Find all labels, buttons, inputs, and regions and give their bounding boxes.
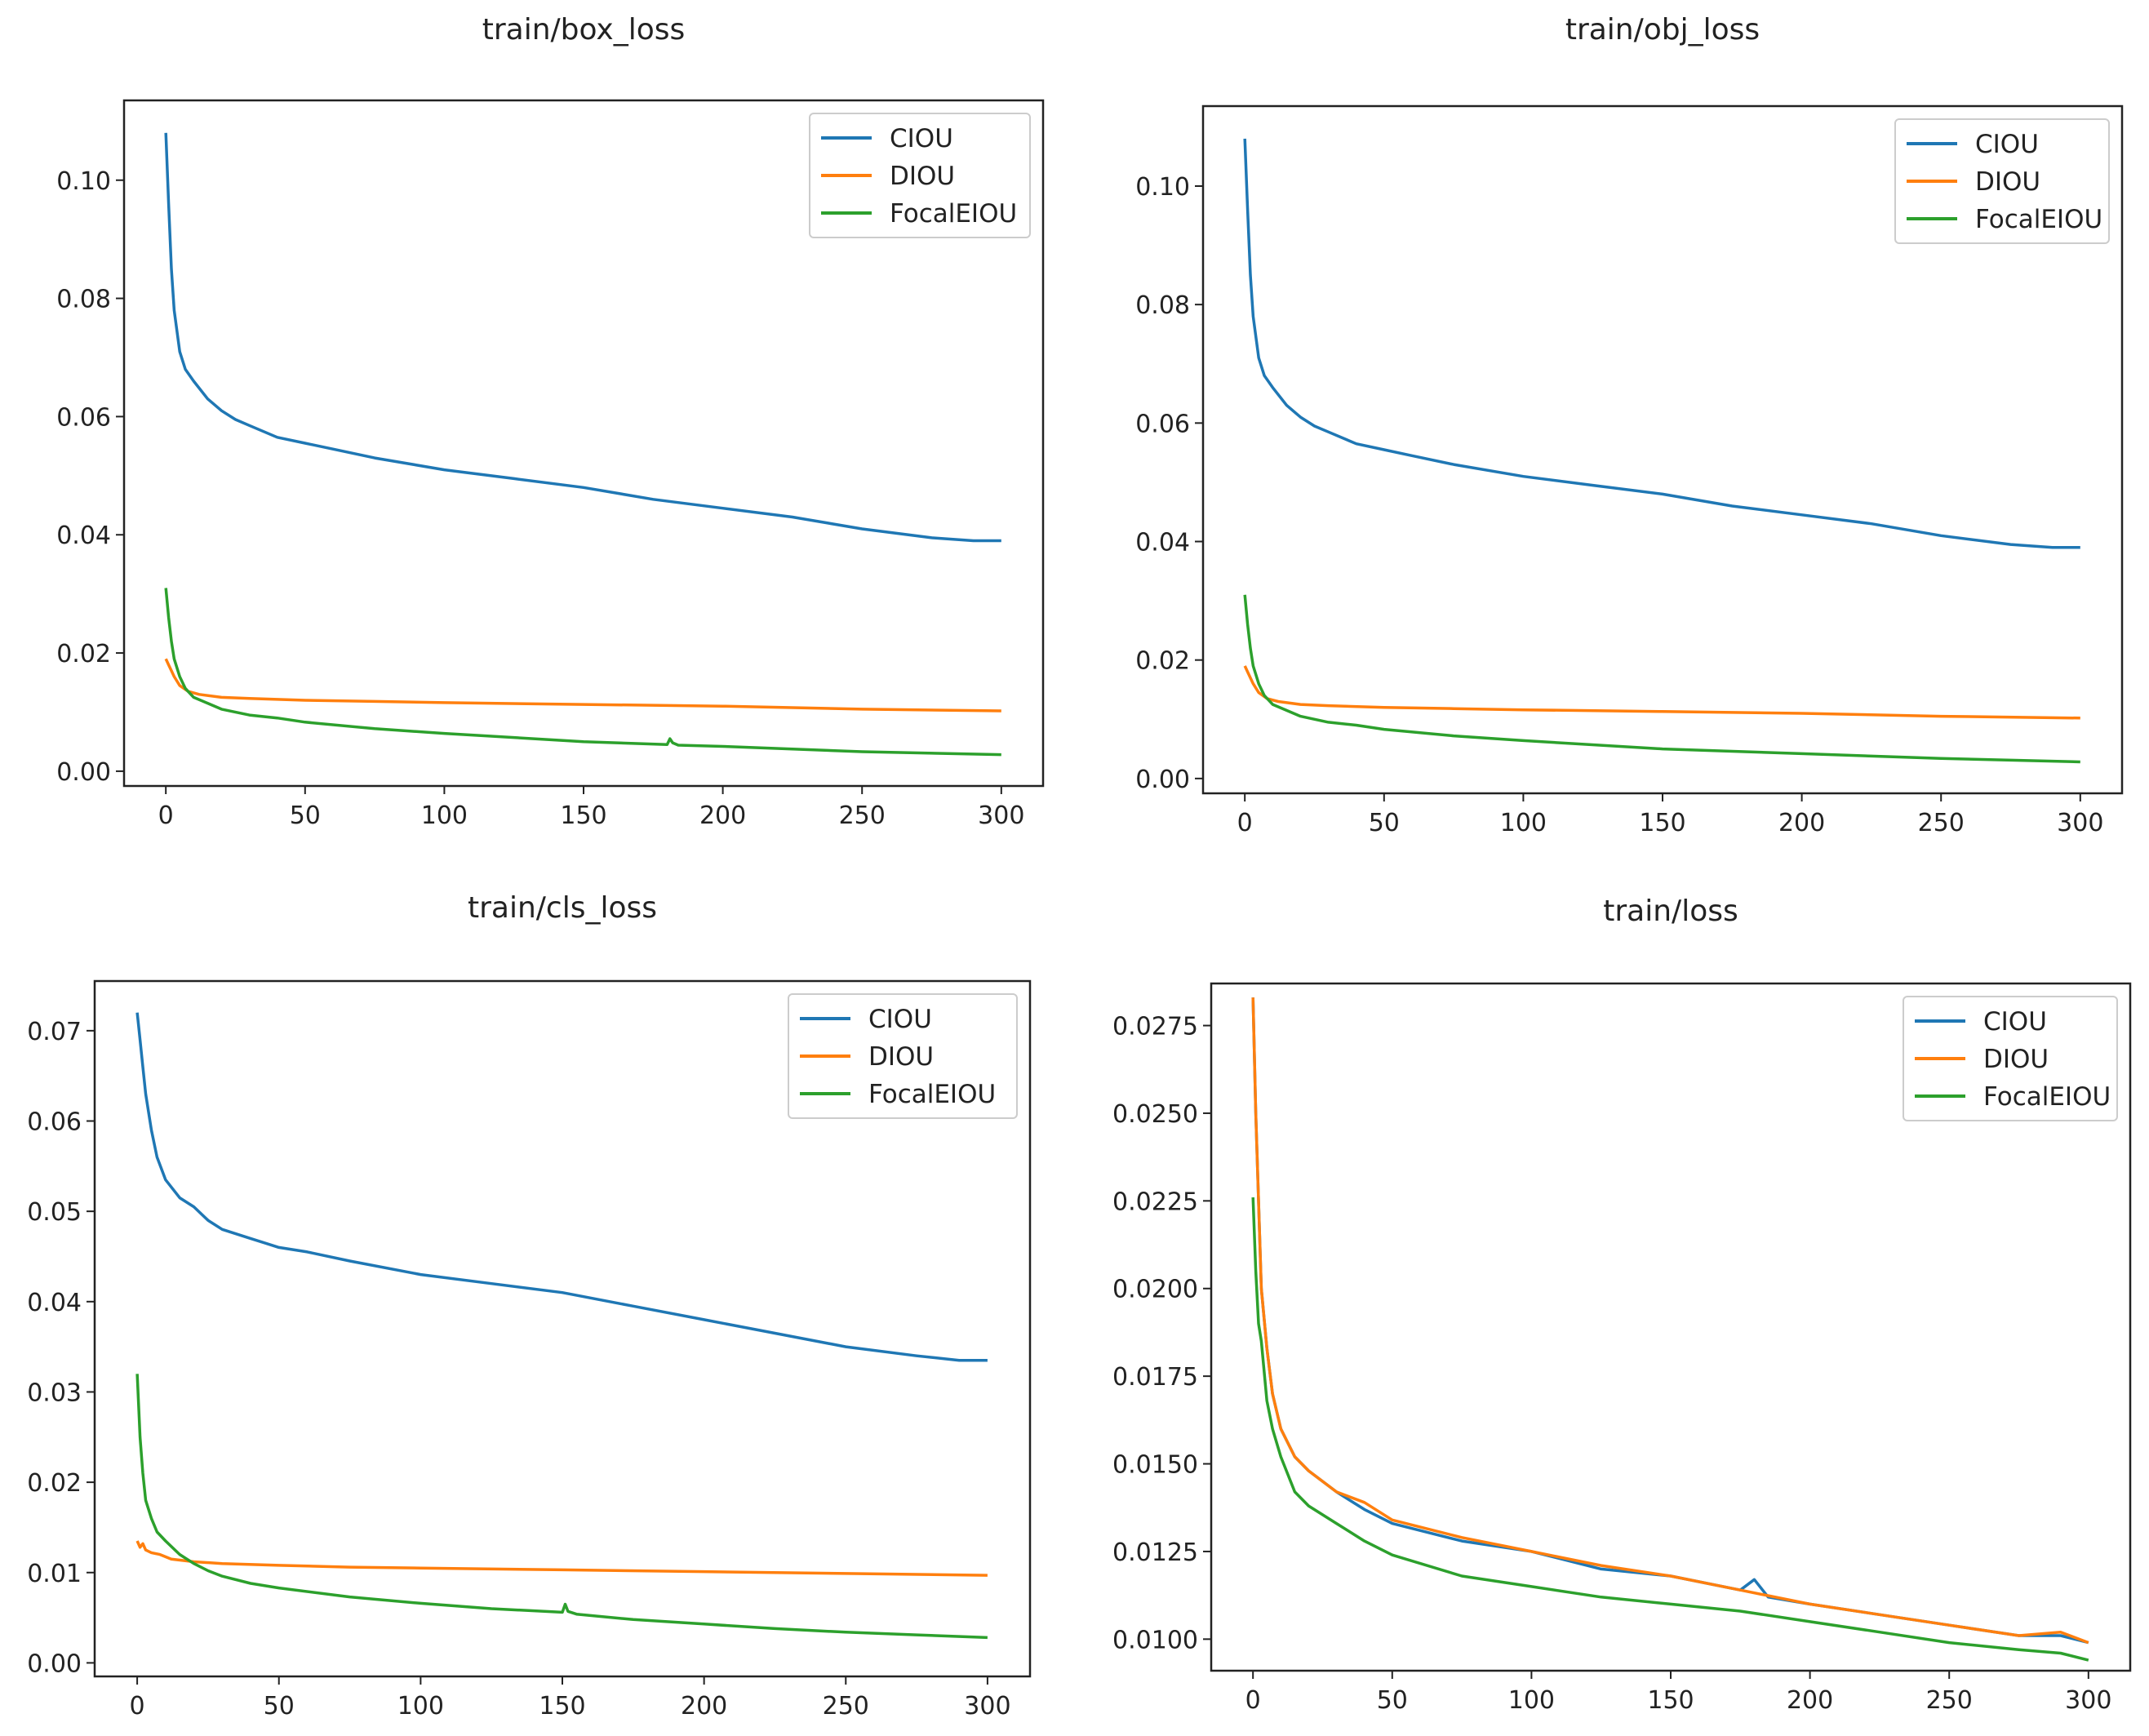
x-tick-label: 200 [681,1692,727,1720]
y-tick-label: 0.01 [27,1560,82,1588]
legend-label: FocalEIOU [868,1080,996,1109]
y-tick-label: 0.0100 [1112,1626,1198,1654]
series-line-focaleiou [1243,594,2080,764]
y-tick-label: 0.0250 [1112,1100,1198,1129]
x-tick-label: 300 [978,801,1024,830]
series-line-ciou [1243,138,2080,549]
y-tick-label: 0.08 [56,286,111,314]
legend-box [809,113,1031,238]
y-tick-label: 0.02 [1135,647,1190,676]
y-tick-label: 0.02 [27,1469,82,1498]
legend-label: DIOU [890,162,955,191]
chart-title: train/cls_loss [468,891,657,925]
y-tick-label: 0.0125 [1112,1538,1198,1567]
chart-panel: train/cls_loss 0 50 100 150 200 250 300 0.00 0.01… [27,891,1032,1720]
chart-title: train/loss [1603,895,1738,928]
y-tick-label: 0.06 [56,403,111,432]
legend: CIOU DIOU FocalEIOU [1903,996,2118,1121]
x-tick-label: 150 [1647,1686,1694,1715]
x-tick-label: 100 [397,1692,444,1720]
chart-title: train/box_loss [482,13,686,47]
legend: CIOU DIOU FocalEIOU [788,993,1018,1119]
x-tick-label: 250 [823,1692,869,1720]
x-tick-label: 200 [1778,809,1825,837]
x-tick-label: 50 [264,1692,295,1720]
legend-label: FocalEIOU [1975,205,2102,234]
y-tick-label: 0.06 [27,1108,82,1137]
x-tick-label: 300 [2057,809,2103,837]
series-line-focaleiou [1251,1197,2089,1662]
series-line-diou [164,658,1001,713]
series-line-diou [1251,997,2089,1645]
series-line-focaleiou [135,1374,988,1640]
y-tick-label: 0.05 [27,1198,82,1227]
y-tick-label: 0.04 [1135,529,1190,557]
y-tick-label: 0.02 [56,640,111,668]
y-tick-label: 0.00 [27,1649,82,1678]
x-tick-label: 0 [130,1692,145,1720]
y-tick-label: 0.0200 [1112,1276,1198,1304]
series-line-focaleiou [164,588,1001,757]
series-line-diou [135,1540,988,1577]
x-tick-label: 200 [1787,1686,1833,1715]
x-tick-label: 250 [1926,1686,1973,1715]
legend-label: CIOU [1983,1007,2047,1037]
legend-box [788,993,1018,1119]
x-tick-label: 0 [1245,1686,1261,1715]
y-tick-label: 0.06 [1135,410,1190,438]
chart-panel: train/obj_loss 0 50 100 150 200 250 300 0.00 0.02… [1135,13,2124,837]
series-line-diou [1243,665,2080,720]
y-tick-label: 0.00 [56,758,111,787]
x-tick-label: 150 [560,801,606,830]
legend-box [1894,118,2110,244]
x-tick-label: 200 [699,801,746,830]
x-tick-label: 50 [1369,809,1400,837]
x-tick-label: 150 [539,1692,585,1720]
x-tick-label: 50 [290,801,321,830]
chart-panel: train/box_loss 0 50 100 150 200 250 300 0.00 0.02… [56,13,1045,830]
y-tick-label: 0.07 [27,1018,82,1046]
y-tick-label: 0.04 [27,1289,82,1317]
legend-label: CIOU [890,124,953,153]
legend: CIOU DIOU FocalEIOU [1894,118,2110,244]
legend-label: CIOU [868,1005,932,1034]
legend-label: CIOU [1975,130,2039,159]
x-tick-label: 100 [421,801,468,830]
x-tick-label: 50 [1377,1686,1408,1715]
chart-panel: train/loss 0 50 100 150 200 250 300 0.0100 0.0125… [1112,895,2132,1715]
y-tick-label: 0.00 [1135,766,1190,794]
x-tick-label: 0 [1237,809,1253,837]
y-tick-label: 0.0175 [1112,1363,1198,1392]
y-tick-label: 0.10 [56,167,111,196]
y-tick-label: 0.08 [1135,291,1190,320]
x-tick-label: 250 [839,801,886,830]
y-tick-label: 0.03 [27,1379,82,1407]
chart-title: train/obj_loss [1565,13,1760,47]
legend-label: FocalEIOU [890,199,1017,229]
legend-label: DIOU [1975,167,2040,197]
x-tick-label: 250 [1918,809,1965,837]
y-tick-label: 0.10 [1135,173,1190,202]
y-tick-label: 0.0225 [1112,1188,1198,1216]
x-tick-label: 100 [1508,1686,1555,1715]
x-tick-label: 300 [2065,1686,2111,1715]
x-tick-label: 100 [1500,809,1547,837]
x-tick-label: 0 [158,801,174,830]
legend-box [1903,996,2118,1121]
legend: CIOU DIOU FocalEIOU [809,113,1031,238]
legend-label: DIOU [868,1042,934,1072]
series-line-ciou [164,132,1001,543]
series-line-ciou [135,1012,988,1362]
y-tick-label: 0.04 [56,522,111,550]
legend-label: FocalEIOU [1983,1082,2111,1112]
y-tick-label: 0.0150 [1112,1451,1198,1480]
y-tick-label: 0.0275 [1112,1013,1198,1041]
x-tick-label: 300 [964,1692,1010,1720]
legend-label: DIOU [1983,1045,2049,1074]
x-tick-label: 150 [1639,809,1685,837]
